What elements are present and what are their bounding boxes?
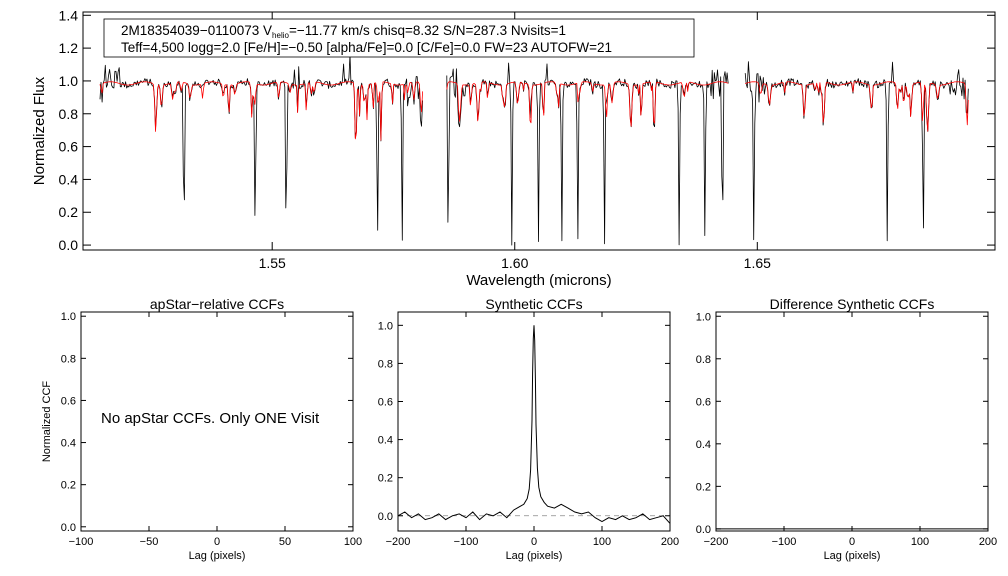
model-spectrum-line	[446, 81, 729, 127]
synthetic-ytick-label: 0.6	[378, 397, 393, 409]
difference-ytick-label: 0.6	[696, 396, 711, 408]
spectrum-frame	[82, 11, 996, 251]
apstar-ytick-label: 0.2	[61, 480, 76, 492]
synthetic-xtick-label: 0	[531, 536, 537, 548]
difference-ytick-label: 0.8	[696, 354, 711, 366]
apstar-ytick-label: 0.8	[61, 353, 76, 365]
spectrum-ytick-label: 0.2	[59, 204, 79, 220]
spectrum-ytick-label: 0.6	[59, 139, 79, 155]
apstar-ylabel: Normalized CCF	[41, 381, 53, 463]
apstar-ccf-panel: −100 −50 0 50 100 0.0 0.2 0.4 0.6 0.8 1.0 Lag (pixe…	[41, 296, 362, 562]
synthetic-frame	[397, 311, 671, 532]
difference-title: Difference Synthetic CCFs	[770, 296, 935, 312]
difference-xtick-label: −200	[704, 536, 729, 548]
synthetic-ytick-label: 0.4	[378, 435, 393, 447]
synthetic-xtick-label: −200	[386, 536, 411, 548]
spectrum-ytick-label: 1.2	[59, 40, 79, 56]
info-line-2: Teff=4,500 logg=2.0 [Fe/H]=−0.50 [alpha/…	[121, 40, 612, 55]
spectrum-panel: 1.55 1.60 1.65 0.0 0.2 0.4 0.6 0.8 1.0 1.2 1.4 Wave…	[31, 7, 996, 289]
fit-stats: chisq=8.32 S/N=287.3 Nvisits=1	[374, 23, 567, 38]
synthetic-ytick-label: 1.0	[378, 320, 393, 332]
synthetic-xtick-label: 200	[661, 536, 679, 548]
star-id: 2M18354039−0110073	[121, 23, 259, 38]
apstar-xtick-label: −50	[140, 536, 159, 548]
apstar-xtick-label: 100	[344, 536, 362, 548]
spectrum-ytick-label: 0.8	[59, 106, 79, 122]
apstar-ytick-label: 0.0	[61, 522, 76, 534]
no-ccf-notice: No apStar CCFs. Only ONE Visit	[101, 410, 320, 427]
apstar-xlabel: Lag (pixels)	[189, 550, 246, 562]
spectrum-ytick-label: 1.4	[59, 7, 79, 23]
apstar-xtick-label: 50	[279, 536, 291, 548]
difference-xtick-label: −100	[772, 536, 797, 548]
difference-xtick-label: 0	[849, 536, 855, 548]
difference-ytick-label: 0.0	[696, 524, 711, 536]
spectrum-ytick-label: 0.4	[59, 171, 79, 187]
difference-xlabel: Lag (pixels)	[824, 550, 881, 562]
synthetic-ytick-label: 0.8	[378, 358, 393, 370]
synthetic-ytick-label: 0.2	[378, 473, 393, 485]
info-box: 2M18354039−0110073 Vhelio=−11.77 km/s ch…	[103, 18, 695, 58]
spectrum-ylabel: Normalized Flux	[31, 76, 48, 185]
apstar-ytick-label: 1.0	[61, 311, 76, 323]
apstar-xtick-label: 0	[214, 536, 220, 548]
spectrum-xlabel: Wavelength (microns)	[466, 272, 611, 289]
vhelio-subscript: helio	[272, 31, 289, 40]
apstar-ytick-label: 0.4	[61, 438, 76, 450]
difference-xtick-label: 200	[979, 536, 997, 548]
synthetic-xtick-label: 100	[593, 536, 611, 548]
apstar-ytick-label: 0.6	[61, 395, 76, 407]
vhelio-value: =−11.77 km/s	[289, 23, 370, 38]
spectrum-lines	[99, 54, 969, 246]
model-spectrum-line	[745, 81, 969, 132]
difference-ytick-label: 1.0	[696, 311, 711, 323]
apstar-xtick-label: −100	[69, 536, 94, 548]
synthetic-ccf-line	[397, 325, 671, 524]
apstar-title: apStar−relative CCFs	[150, 296, 284, 312]
observed-spectrum-line	[744, 61, 969, 242]
vhelio-label: V	[263, 23, 272, 38]
spectrum-ytick-label: 0.0	[59, 237, 79, 253]
synthetic-ytick-label: 0.0	[378, 511, 393, 523]
spectrum-xtick-label: 1.55	[259, 255, 286, 271]
observed-spectrum-line	[446, 62, 729, 246]
spectrum-xtick-label: 1.60	[501, 255, 528, 271]
synthetic-xtick-label: −100	[454, 536, 479, 548]
difference-ccf-panel: −200 −100 0 100 200 0.0 0.2 0.4 0.6 0.8 1.0 Lag (pi…	[696, 296, 997, 562]
difference-ytick-label: 0.4	[696, 439, 711, 451]
difference-ytick-label: 0.2	[696, 481, 711, 493]
difference-xtick-label: 100	[911, 536, 929, 548]
synthetic-xlabel: Lag (pixels)	[506, 550, 563, 562]
info-line-1: 2M18354039−0110073 Vhelio=−11.77 km/s ch…	[121, 23, 566, 40]
model-spectrum-line	[99, 81, 423, 141]
spectrum-ytick-label: 1.0	[59, 73, 79, 89]
synthetic-title: Synthetic CCFs	[485, 296, 582, 312]
synthetic-ccf-panel: −200 −100 0 100 200 0.0 0.2 0.4 0.6 0.8 1.0 Lag (pi…	[378, 296, 679, 562]
difference-frame	[715, 311, 989, 532]
spectrum-xtick-label: 1.65	[744, 255, 771, 271]
